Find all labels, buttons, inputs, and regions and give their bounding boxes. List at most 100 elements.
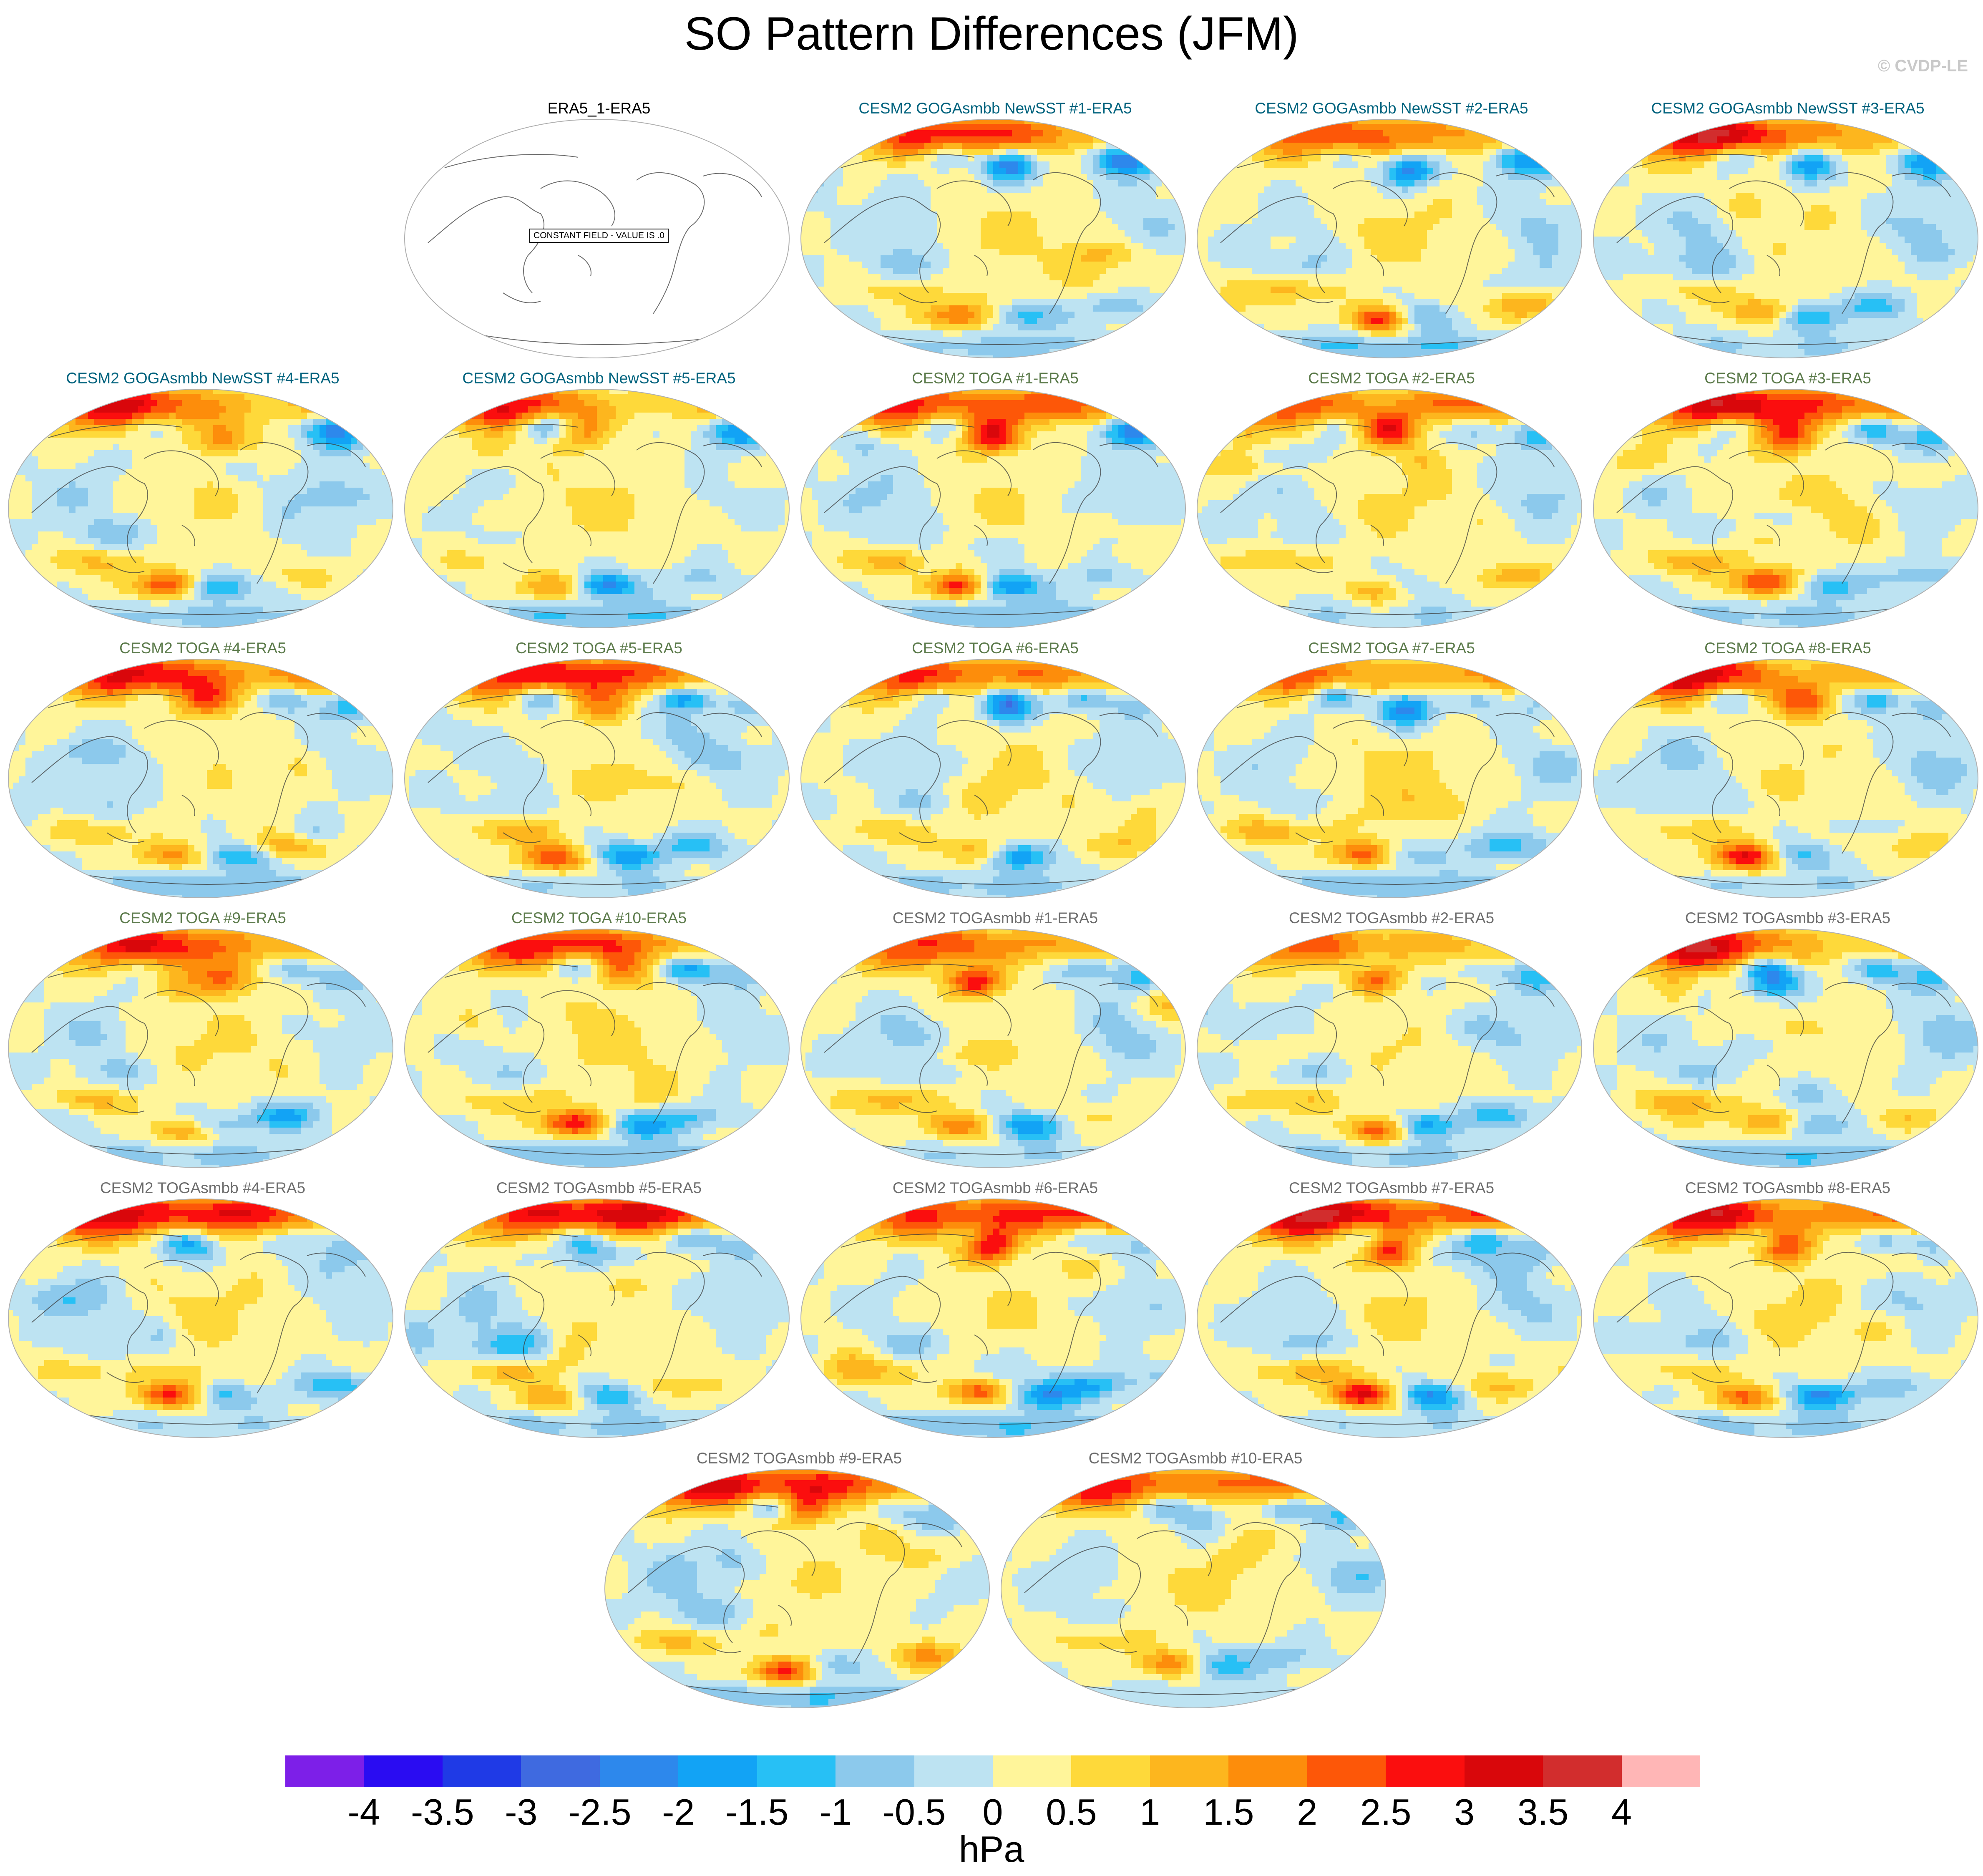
- colorbar-tick-label: 4: [1611, 1794, 1632, 1831]
- colorbar-tick-label: 1.5: [1203, 1794, 1254, 1831]
- map-panel: CESM2 TOGA #8-ERA5: [1592, 639, 1983, 906]
- map-panel: CESM2 TOGA #5-ERA5: [403, 639, 795, 906]
- map-panel-title: CESM2 TOGAsmbb #9-ERA5: [603, 1449, 995, 1468]
- colorbar-swatch: [1071, 1755, 1150, 1787]
- robinson-map: [7, 388, 395, 630]
- map-panel: CESM2 TOGAsmbb #8-ERA5: [1592, 1179, 1983, 1446]
- map-panel-title: CESM2 TOGAsmbb #2-ERA5: [1195, 909, 1588, 927]
- colorbar-tick-label: 2: [1297, 1794, 1317, 1831]
- colorbar-tick-label: 2.5: [1360, 1794, 1411, 1831]
- colorbar-tick-label: 1: [1140, 1794, 1160, 1831]
- colorbar-tick-label: -4: [347, 1794, 380, 1831]
- map-panel: CESM2 TOGAsmbb #7-ERA5: [1195, 1179, 1588, 1446]
- colorbar-swatch: [600, 1755, 679, 1787]
- colorbar-swatch: [1150, 1755, 1229, 1787]
- map-panel: CESM2 TOGA #10-ERA5: [403, 909, 795, 1176]
- map-panel-title: CESM2 TOGAsmbb #4-ERA5: [7, 1179, 399, 1197]
- colorbar-swatch: [1228, 1755, 1307, 1787]
- colorbar-tick-label: -3: [505, 1794, 537, 1831]
- colorbar-swatch: [443, 1755, 521, 1787]
- robinson-map: [799, 118, 1187, 360]
- map-panel-title: CESM2 GOGAsmbb NewSST #1-ERA5: [799, 99, 1191, 118]
- colorbar-swatch: [757, 1755, 836, 1787]
- colorbar-swatch: [678, 1755, 757, 1787]
- colorbar-swatch: [521, 1755, 600, 1787]
- robinson-map: [403, 1197, 791, 1439]
- map-panel-title: ERA5_1-ERA5: [403, 99, 795, 118]
- robinson-map: [1195, 927, 1583, 1169]
- map-panel: CESM2 GOGAsmbb NewSST #3-ERA5: [1592, 99, 1983, 366]
- map-panel: CESM2 TOGA #3-ERA5: [1592, 369, 1983, 636]
- map-panel: CESM2 GOGAsmbb NewSST #5-ERA5: [403, 369, 795, 636]
- robinson-map: [1195, 1197, 1583, 1439]
- map-panel-title: CESM2 TOGA #4-ERA5: [7, 639, 399, 657]
- page-title: SO Pattern Differences (JFM): [0, 6, 1983, 62]
- map-panel: CESM2 TOGA #4-ERA5: [7, 639, 399, 906]
- robinson-map: [1592, 388, 1980, 630]
- robinson-map: [403, 927, 791, 1169]
- robinson-map: [799, 388, 1187, 630]
- map-panel: ERA5_1-ERA5 CONSTANT FIELD - VALUE IS .0: [403, 99, 795, 366]
- colorbar-tick-label: 3.5: [1517, 1794, 1568, 1831]
- map-panel: CESM2 GOGAsmbb NewSST #4-ERA5: [7, 369, 399, 636]
- colorbar-swatch: [914, 1755, 993, 1787]
- map-panel: CESM2 TOGA #6-ERA5: [799, 639, 1191, 906]
- robinson-map: [403, 657, 791, 899]
- colorbar-tick-label: -3.5: [411, 1794, 474, 1831]
- map-panel-title: CESM2 TOGA #7-ERA5: [1195, 639, 1588, 657]
- map-panel-title: CESM2 TOGAsmbb #7-ERA5: [1195, 1179, 1588, 1197]
- map-panel: CESM2 TOGA #9-ERA5: [7, 909, 399, 1176]
- robinson-map: [799, 927, 1187, 1169]
- map-panel: CESM2 TOGA #2-ERA5: [1195, 369, 1588, 636]
- colorbar-swatch: [1543, 1755, 1622, 1787]
- robinson-map: [7, 657, 395, 899]
- map-panel: CESM2 TOGAsmbb #4-ERA5: [7, 1179, 399, 1446]
- map-panel-title: CESM2 TOGA #3-ERA5: [1592, 369, 1983, 388]
- map-panel: CESM2 GOGAsmbb NewSST #1-ERA5: [799, 99, 1191, 366]
- map-panel-title: CESM2 TOGAsmbb #8-ERA5: [1592, 1179, 1983, 1197]
- colorbar-swatch: [1386, 1755, 1465, 1787]
- robinson-map: [1592, 657, 1980, 899]
- map-panel-title: CESM2 TOGA #2-ERA5: [1195, 369, 1588, 388]
- map-panel: CESM2 TOGA #1-ERA5: [799, 369, 1191, 636]
- map-panel: CESM2 TOGAsmbb #1-ERA5: [799, 909, 1191, 1176]
- colorbar-swatch: [993, 1755, 1072, 1787]
- map-panel-title: CESM2 TOGA #8-ERA5: [1592, 639, 1983, 657]
- map-panel: CESM2 TOGAsmbb #3-ERA5: [1592, 909, 1983, 1176]
- map-panel: CESM2 TOGAsmbb #10-ERA5: [999, 1449, 1392, 1716]
- colorbar-swatch: [1622, 1755, 1701, 1787]
- colorbar-tick-label: -0.5: [883, 1794, 946, 1831]
- robinson-map: [799, 1197, 1187, 1439]
- map-panel-title: CESM2 TOGA #9-ERA5: [7, 909, 399, 927]
- colorbar-swatch: [1465, 1755, 1543, 1787]
- map-panel: CESM2 TOGAsmbb #2-ERA5: [1195, 909, 1588, 1176]
- colorbar-swatch: [364, 1755, 443, 1787]
- robinson-map: [1592, 118, 1980, 360]
- map-panel-title: CESM2 GOGAsmbb NewSST #2-ERA5: [1195, 99, 1588, 118]
- map-panel-title: CESM2 TOGAsmbb #3-ERA5: [1592, 909, 1983, 927]
- robinson-map: [7, 1197, 395, 1439]
- colorbar-tick-label: -1: [819, 1794, 852, 1831]
- map-panel: CESM2 TOGAsmbb #6-ERA5: [799, 1179, 1191, 1446]
- colorbar-swatch: [835, 1755, 914, 1787]
- map-panel: CESM2 GOGAsmbb NewSST #2-ERA5: [1195, 99, 1588, 366]
- map-panel-title: CESM2 TOGAsmbb #6-ERA5: [799, 1179, 1191, 1197]
- robinson-map: [603, 1468, 991, 1710]
- colorbar-units: hPa: [0, 1829, 1983, 1870]
- robinson-map: [1195, 657, 1583, 899]
- colorbar-tick-label: 3: [1454, 1794, 1475, 1831]
- map-panel-title: CESM2 TOGA #6-ERA5: [799, 639, 1191, 657]
- map-panel-title: CESM2 TOGA #5-ERA5: [403, 639, 795, 657]
- robinson-map: [1592, 927, 1980, 1169]
- map-panel: CESM2 TOGAsmbb #9-ERA5: [603, 1449, 995, 1716]
- map-panel: CESM2 TOGA #7-ERA5: [1195, 639, 1588, 906]
- colorbar-tick-label: 0: [983, 1794, 1003, 1831]
- colorbar-tick-label: 0.5: [1046, 1794, 1097, 1831]
- robinson-map: [1195, 388, 1583, 630]
- constant-field-label: CONSTANT FIELD - VALUE IS .0: [403, 229, 795, 243]
- colorbar-tick-label: -2: [662, 1794, 695, 1831]
- map-panel-title: CESM2 TOGA #1-ERA5: [799, 369, 1191, 388]
- map-panel: CESM2 TOGAsmbb #5-ERA5: [403, 1179, 795, 1446]
- map-panel-title: CESM2 TOGAsmbb #1-ERA5: [799, 909, 1191, 927]
- map-panel-title: CESM2 TOGAsmbb #5-ERA5: [403, 1179, 795, 1197]
